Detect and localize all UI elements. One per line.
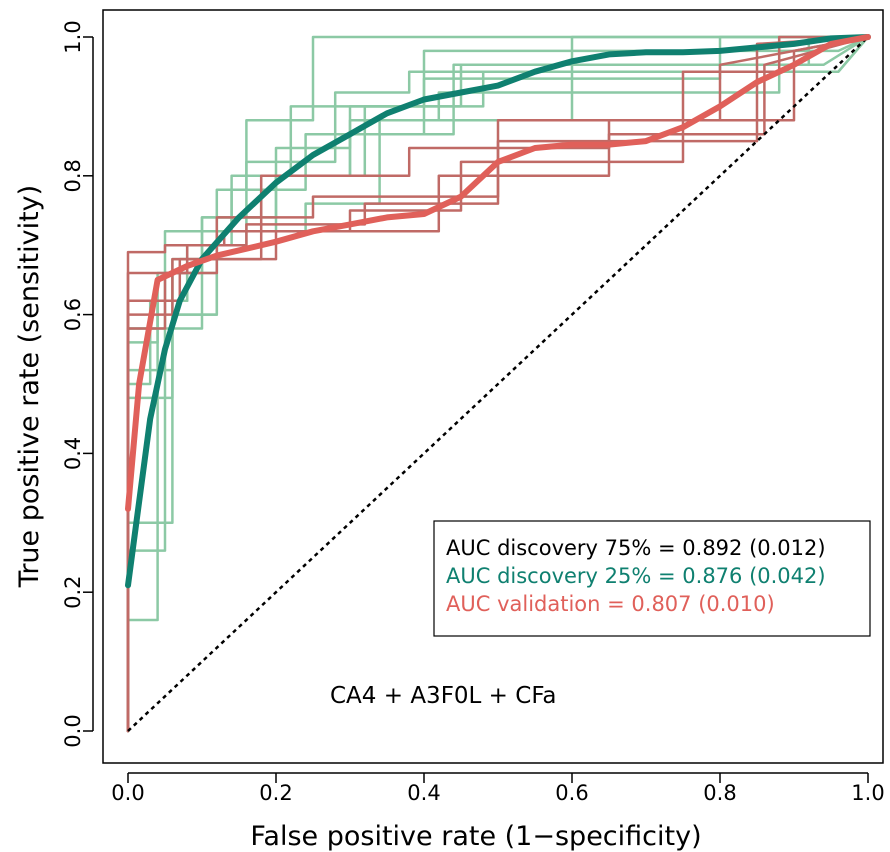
y-tick-label: 0.4: [61, 437, 85, 470]
x-tick-label: 0.6: [555, 781, 588, 805]
y-tick-label: 0.6: [61, 298, 85, 331]
y-tick-label: 1.0: [61, 20, 85, 53]
y-tick-label: 0.2: [61, 575, 85, 608]
legend-entry-discovery-75: AUC discovery 75% = 0.892 (0.012): [446, 536, 826, 560]
validation-mean-curve: [125, 34, 871, 512]
mean-curves: [125, 34, 871, 589]
y-axis-title: True positive rate (sensitivity): [14, 185, 45, 588]
x-tick-label: 0.8: [703, 781, 736, 805]
x-tick-label: 0.0: [111, 781, 144, 805]
y-tick-label: 0.0: [61, 714, 85, 747]
y-tick-label: 0.8: [61, 159, 85, 192]
x-tick-label: 0.2: [259, 781, 292, 805]
validation-fold-curve-5: [126, 35, 870, 733]
x-axis: 0.0 0.2 0.4 0.6 0.8 1.0: [111, 772, 885, 805]
legend-entry-validation: AUC validation = 0.807 (0.010): [446, 592, 775, 616]
legend-box: [433, 520, 871, 637]
legend-entry-discovery-25: AUC discovery 25% = 0.876 (0.042): [446, 564, 826, 588]
model-annotation: CA4 + A3F0L + CFa: [330, 683, 557, 709]
discovery-mean-curve: [125, 34, 871, 589]
diagonal-line: [127, 36, 869, 732]
x-axis-title: False positive rate (1−specificity): [250, 821, 701, 852]
plot-frame: [102, 9, 884, 764]
y-axis: 0.0 0.2 0.4 0.6 0.8 1.0: [61, 20, 94, 748]
x-tick-label: 0.4: [407, 781, 440, 805]
x-tick-label: 1.0: [851, 781, 884, 805]
validation-fold-curve-1: [126, 35, 870, 733]
diagonal-reference: [127, 36, 869, 732]
legend: AUC discovery 75% = 0.892 (0.012) AUC di…: [433, 520, 871, 637]
